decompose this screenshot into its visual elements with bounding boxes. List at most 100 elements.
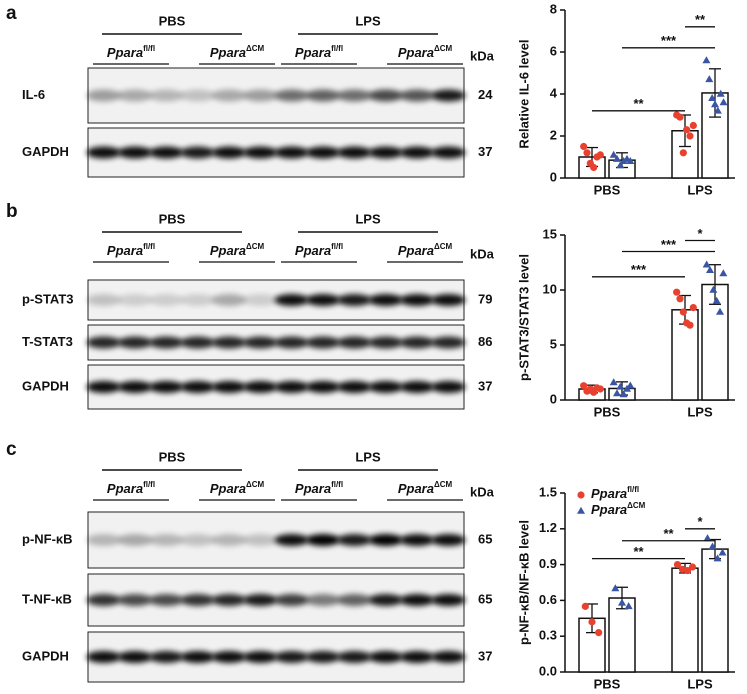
y-tick-label: 0.9 xyxy=(539,556,557,571)
genotype-base: Ppara xyxy=(210,45,246,60)
blot-band xyxy=(117,336,153,349)
blot-band xyxy=(337,294,372,306)
data-point xyxy=(718,548,727,556)
genotype-label: Pparafl/fl xyxy=(295,480,343,496)
kda-value: 37 xyxy=(478,144,492,159)
blot-band xyxy=(399,294,435,306)
legend-sup: ΔCM xyxy=(627,501,646,510)
blot-band xyxy=(431,534,466,546)
data-point xyxy=(616,161,625,169)
blot-band xyxy=(180,294,215,306)
blot-band xyxy=(399,89,435,102)
protein-label: T-STAT3 xyxy=(22,334,73,349)
y-tick-label: 10 xyxy=(543,281,557,296)
genotype-base: Ppara xyxy=(107,243,143,258)
blot-band xyxy=(399,146,435,159)
blot-band xyxy=(274,294,309,306)
data-point xyxy=(686,132,694,140)
x-tick-label: PBS xyxy=(594,676,621,691)
data-point xyxy=(676,113,684,121)
bar xyxy=(608,597,636,673)
blot-band xyxy=(243,89,278,102)
blot-band xyxy=(180,146,215,159)
y-tick-label: 5 xyxy=(550,336,557,351)
blot-band xyxy=(274,336,309,349)
blot-band xyxy=(368,336,403,349)
protein-label: GAPDH xyxy=(22,144,69,159)
data-point xyxy=(703,534,712,542)
data-point xyxy=(580,382,588,390)
kda-value: 79 xyxy=(478,291,492,306)
significance-label: ** xyxy=(633,96,644,111)
blot-band xyxy=(86,294,121,306)
data-point xyxy=(702,260,711,268)
data-point xyxy=(673,288,681,296)
data-point xyxy=(679,149,687,157)
blot-band xyxy=(337,534,372,546)
legend-label: PparaΔCM xyxy=(591,501,646,517)
y-tick-label: 0 xyxy=(550,169,557,184)
blot-band xyxy=(149,594,184,606)
data-point xyxy=(683,126,691,134)
y-tick-label: 1.5 xyxy=(539,484,557,499)
protein-label: p-NF-κB xyxy=(22,531,73,546)
blot-band xyxy=(368,381,403,393)
data-point xyxy=(706,266,714,273)
genotype-label: Pparafl/fl xyxy=(107,44,155,60)
blot-band xyxy=(399,336,435,349)
legend-name: Ppara xyxy=(591,486,627,501)
y-tick-label: 0.6 xyxy=(539,592,557,607)
genotype-base: Ppara xyxy=(210,243,246,258)
data-point xyxy=(709,285,718,293)
blot-band xyxy=(243,594,278,606)
data-point xyxy=(619,157,628,164)
panel-letter: c xyxy=(6,439,17,460)
genotype-base: Ppara xyxy=(295,481,331,496)
blot-band xyxy=(368,651,403,663)
legend-marker xyxy=(577,506,585,514)
genotype-sup: ΔCM xyxy=(434,44,453,53)
blot-band xyxy=(180,534,215,546)
genotype-base: Ppara xyxy=(398,481,434,496)
blot-band xyxy=(431,336,466,349)
blot-band xyxy=(149,89,184,102)
blot-band xyxy=(243,294,278,306)
data-point xyxy=(686,321,694,329)
legend-marker xyxy=(577,491,585,499)
data-point xyxy=(596,151,604,159)
data-point xyxy=(609,150,618,158)
blot-band xyxy=(117,534,153,546)
blot-band xyxy=(180,651,215,663)
blot-band xyxy=(149,294,184,306)
blot-band xyxy=(431,89,466,102)
blot-band xyxy=(274,146,309,159)
blot-band xyxy=(431,651,466,663)
blot-band xyxy=(337,336,372,349)
blot-band xyxy=(274,89,309,102)
data-point xyxy=(595,629,603,637)
x-tick-label: LPS xyxy=(687,404,713,419)
data-point xyxy=(711,100,719,108)
blot-band xyxy=(117,651,153,663)
y-tick-label: 6 xyxy=(550,43,557,58)
blot-band xyxy=(211,651,247,663)
data-point xyxy=(676,295,684,303)
blot-band xyxy=(211,294,247,306)
data-point xyxy=(679,308,687,316)
blot-band xyxy=(368,594,403,606)
kda-value: 65 xyxy=(478,531,492,546)
significance-label: ** xyxy=(695,12,706,27)
blot-band xyxy=(211,336,247,349)
blot-band xyxy=(368,89,403,102)
data-point xyxy=(719,98,728,106)
blot-band xyxy=(337,594,372,606)
genotype-sup: fl/fl xyxy=(331,44,343,53)
blot-band xyxy=(243,146,278,159)
blot-band xyxy=(399,381,435,393)
genotype-sup: ΔCM xyxy=(434,480,453,489)
bar xyxy=(671,567,699,673)
data-point xyxy=(719,269,728,277)
blot-band xyxy=(211,146,247,159)
kda-value: 65 xyxy=(478,591,492,606)
x-tick-label: PBS xyxy=(594,404,621,419)
